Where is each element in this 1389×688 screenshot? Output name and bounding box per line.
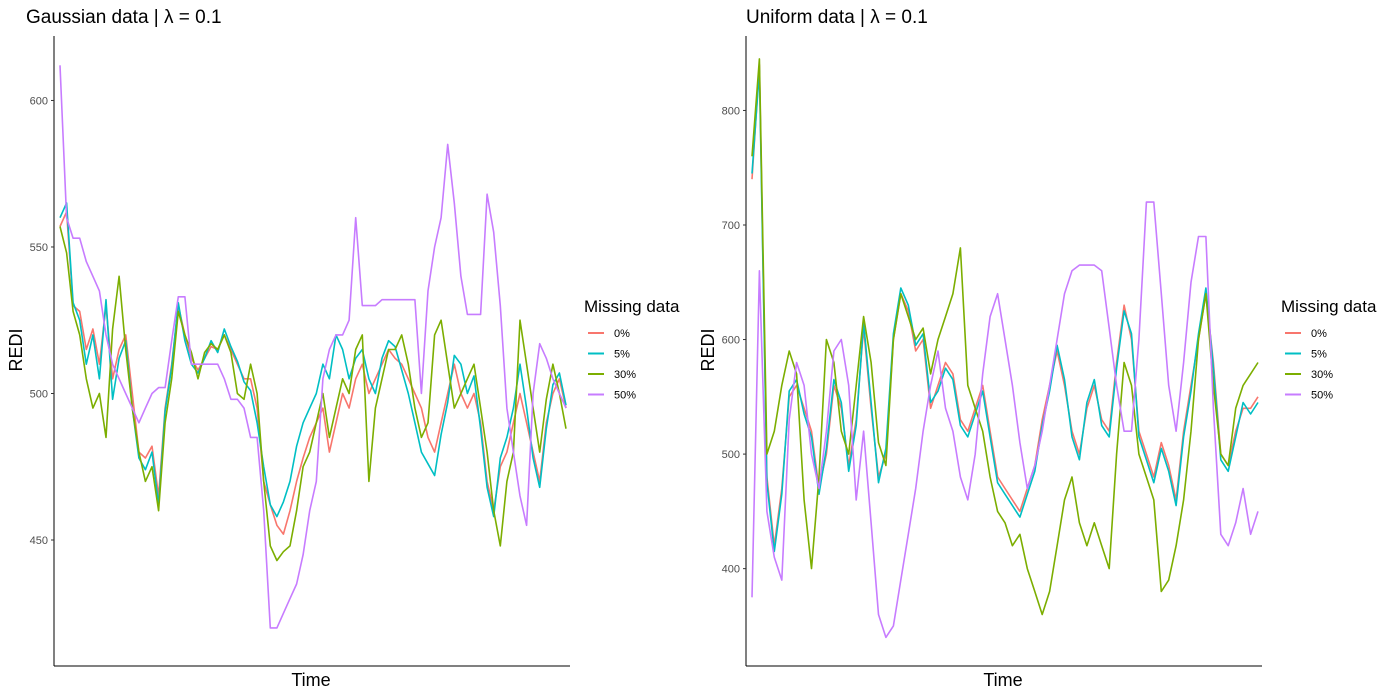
y-tick-label: 500: [30, 388, 48, 400]
legend-label: 30%: [614, 369, 636, 381]
legend-label: 50%: [614, 390, 636, 402]
y-tick-label: 600: [30, 95, 48, 107]
legend-title: Missing data: [584, 297, 680, 316]
y-tick-label: 400: [722, 564, 740, 576]
y-tick-label: 800: [722, 105, 740, 117]
y-ticks: 450 500 550 600: [30, 95, 54, 547]
x-axis-title: Time: [983, 670, 1022, 688]
panel-title: Uniform data | λ = 0.1: [746, 7, 928, 28]
y-tick-label: 700: [722, 220, 740, 232]
series-lines: [751, 58, 1259, 639]
series-lines: [59, 65, 567, 629]
panel-title: Gaussian data | λ = 0.1: [26, 7, 222, 28]
y-ticks: 400 500 600 700 800: [722, 105, 746, 576]
y-tick-label: 500: [722, 449, 740, 461]
series-line-0pct: [751, 63, 1259, 547]
gaussian-panel: Gaussian data | λ = 0.1 REDI Time 450 500…: [6, 7, 680, 688]
legend: Missing data 0% 5% 30% 50%: [584, 297, 680, 402]
legend-label: 5%: [1311, 349, 1327, 361]
x-axis-title: Time: [291, 670, 330, 688]
uniform-panel: Uniform data | λ = 0.1 REDI Time 400 500 6…: [698, 7, 1377, 688]
y-axis-title: REDI: [6, 328, 26, 371]
series-line-5pct: [59, 202, 567, 518]
legend-label: 0%: [1311, 328, 1327, 340]
series-line-50pct: [59, 65, 567, 629]
legend-label: 5%: [614, 349, 630, 361]
y-tick-label: 450: [30, 535, 48, 547]
y-tick-label: 600: [722, 335, 740, 347]
legend-label: 0%: [614, 328, 630, 340]
legend: Missing data 0% 5% 30% 50%: [1281, 297, 1377, 402]
legend-label: 50%: [1311, 390, 1333, 402]
series-line-5pct: [751, 69, 1259, 553]
series-line-50pct: [751, 201, 1259, 639]
y-tick-label: 550: [30, 242, 48, 254]
series-line-30pct: [59, 226, 567, 562]
y-axis-title: REDI: [698, 328, 718, 371]
series-line-30pct: [751, 58, 1259, 616]
legend-title: Missing data: [1281, 297, 1377, 316]
legend-label: 30%: [1311, 369, 1333, 381]
